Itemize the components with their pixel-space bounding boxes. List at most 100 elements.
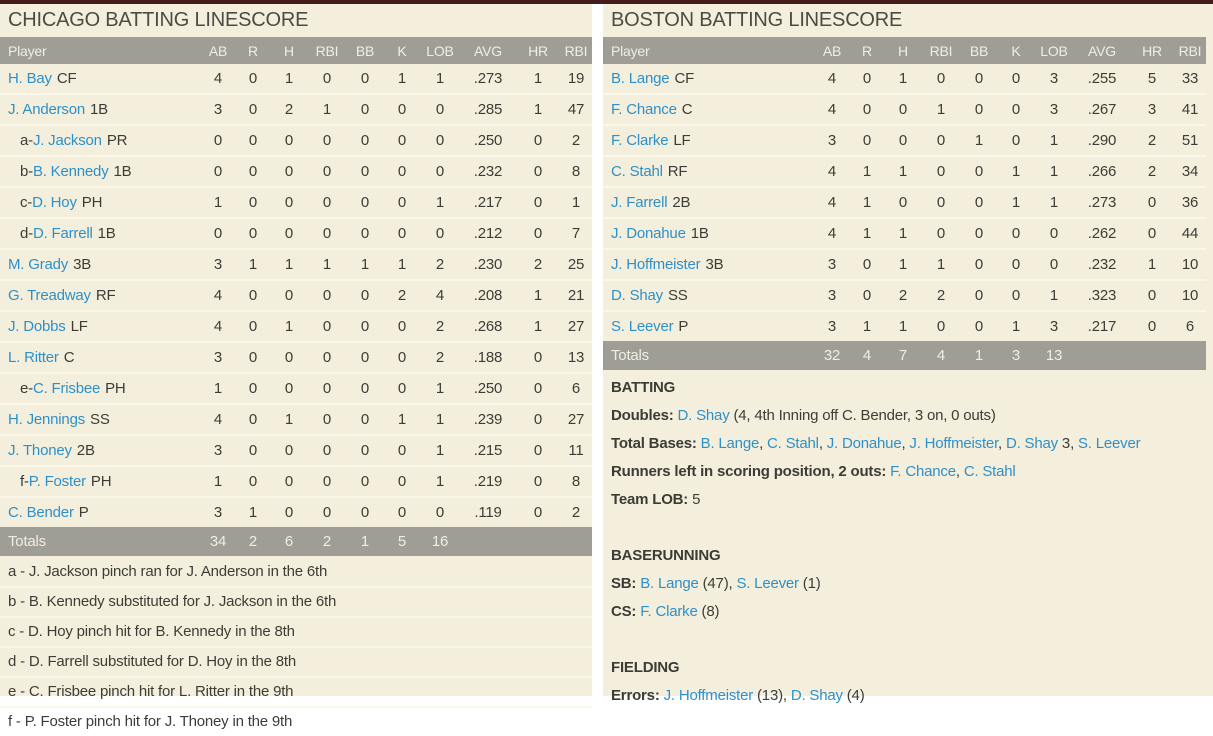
substitute-prefix: e- bbox=[20, 380, 33, 397]
stat-cell: 4 bbox=[814, 93, 850, 125]
stat-cell: 0 bbox=[960, 310, 998, 341]
player-link[interactable]: F. Clarke bbox=[640, 603, 698, 620]
player-link[interactable]: S. Leever bbox=[1078, 435, 1141, 452]
column-header: AVG bbox=[460, 37, 516, 64]
player-link[interactable]: M. Grady bbox=[8, 256, 69, 273]
column-header: R bbox=[236, 37, 270, 64]
player-link[interactable]: J. Dobbs bbox=[8, 318, 66, 335]
stat-cell: 1 bbox=[200, 465, 236, 497]
stat-cell: 0 bbox=[516, 341, 560, 373]
stat-cell: 0 bbox=[270, 217, 308, 249]
player-link[interactable]: D. Farrell bbox=[32, 225, 93, 242]
stat-cell: 1 bbox=[236, 496, 270, 527]
stat-cell: 0 bbox=[236, 403, 270, 435]
player-link[interactable]: C. Stahl bbox=[963, 463, 1016, 480]
player-link[interactable]: F. Chance bbox=[611, 101, 677, 118]
note-label: BATTING bbox=[611, 379, 676, 396]
player-link[interactable]: J. Donahue bbox=[826, 435, 902, 452]
column-header: RBI bbox=[308, 37, 346, 64]
totals-stat-cell: 4 bbox=[850, 341, 884, 370]
stat-cell: 1 bbox=[960, 124, 998, 156]
player-link[interactable]: B. Lange bbox=[611, 70, 670, 87]
stat-cell: 0 bbox=[346, 186, 384, 218]
player-link[interactable]: B. Kennedy bbox=[32, 163, 109, 180]
stat-cell: .250 bbox=[460, 124, 516, 156]
stat-cell: 0 bbox=[384, 310, 420, 342]
note-label: SB: bbox=[611, 575, 641, 592]
stat-cell: 1 bbox=[998, 310, 1034, 341]
player-link[interactable]: H. Bay bbox=[8, 70, 52, 87]
player-link[interactable]: G. Treadway bbox=[8, 287, 91, 304]
player-link[interactable]: C. Frisbee bbox=[32, 380, 101, 397]
stat-cell: 3 bbox=[814, 124, 850, 156]
boston-table-body: B. Lange CF 4 0 1 0 0 0 3.255 5 33 F. Chance C 4 0 0 1 0 0… bbox=[603, 64, 1206, 370]
note-line: FIELDING bbox=[611, 654, 1213, 682]
note-section: FIELDING Errors: J. Hoffmeister (13), D. … bbox=[611, 654, 1213, 710]
stat-cell: 3 bbox=[1034, 93, 1074, 125]
stat-cell: 2 bbox=[420, 310, 460, 342]
stat-cell: 0 bbox=[384, 217, 420, 249]
stat-cell: 3 bbox=[1049, 70, 1059, 87]
column-header: K bbox=[384, 37, 420, 64]
stat-cell: 1 bbox=[420, 403, 460, 435]
boston-table-header: Player AB R H RBI BB K LOB AVG HR RBI bbox=[603, 37, 1206, 64]
player-link[interactable]: P. Foster bbox=[28, 473, 86, 490]
player-link[interactable]: D. Shay bbox=[1005, 435, 1058, 452]
note-label: Total Bases: bbox=[611, 435, 701, 452]
note-text: , bbox=[759, 435, 768, 452]
stat-cell: .232 bbox=[460, 155, 516, 187]
stat-cell: 0 bbox=[516, 465, 560, 497]
player-row: L. Ritter C 3 0 0 0 0 0 2.188 0 13 bbox=[0, 341, 592, 373]
stat-cell: 33 bbox=[1181, 70, 1199, 87]
player-link[interactable]: C. Bender bbox=[8, 504, 74, 521]
player-link[interactable]: S. Leever bbox=[611, 318, 674, 335]
stat-cell: 0 bbox=[384, 93, 420, 125]
totals-stat-cell: 4 bbox=[922, 341, 960, 370]
stat-cell: 4 bbox=[827, 70, 837, 87]
player-link[interactable]: J. Farrell bbox=[611, 194, 668, 211]
player-link[interactable]: H. Jennings bbox=[8, 411, 86, 428]
stat-cell: 1 bbox=[270, 403, 308, 435]
substitution-footnotes: a - J. Jackson pinch ran for J. Anderson… bbox=[0, 556, 592, 736]
player-link[interactable]: C. Stahl bbox=[611, 163, 663, 180]
column-header: AB bbox=[814, 37, 850, 64]
player-position: C bbox=[681, 101, 693, 118]
player-link[interactable]: D. Shay bbox=[677, 407, 730, 424]
player-link[interactable]: S. Leever bbox=[736, 575, 799, 592]
player-link[interactable]: J. Hoffmeister bbox=[909, 435, 999, 452]
totals-stat-cell: 1 bbox=[960, 341, 998, 370]
stat-cell: 0 bbox=[236, 310, 270, 342]
player-position: 3B bbox=[73, 256, 92, 273]
stat-cell: 2 bbox=[270, 93, 308, 125]
stat-cell: .208 bbox=[460, 279, 516, 311]
stat-cell: 1 bbox=[884, 248, 922, 280]
player-link[interactable]: D. Hoy bbox=[32, 194, 77, 211]
player-link[interactable]: J. Hoffmeister bbox=[611, 256, 701, 273]
stat-cell: 1 bbox=[270, 310, 308, 342]
stat-cell: 0 bbox=[346, 279, 384, 311]
player-link[interactable]: J. Jackson bbox=[32, 132, 102, 149]
player-link[interactable]: D. Shay bbox=[611, 287, 663, 304]
stat-cell: 0 bbox=[922, 124, 960, 156]
player-link[interactable]: J. Donahue bbox=[611, 225, 686, 242]
player-link[interactable]: C. Stahl bbox=[767, 435, 819, 452]
stat-cell: 0 bbox=[270, 155, 308, 187]
player-link[interactable]: F. Clarke bbox=[611, 132, 669, 149]
player-row: H. Jennings SS 4 0 1 0 0 1 1.239 0 27 bbox=[0, 403, 592, 435]
player-link[interactable]: F. Chance bbox=[890, 463, 956, 480]
stat-cell: 1 bbox=[1034, 279, 1074, 311]
player-link[interactable]: B. Lange bbox=[700, 435, 760, 452]
note-text: , bbox=[998, 435, 1006, 452]
stat-cell: 1 bbox=[533, 70, 543, 87]
stat-cell: 0 bbox=[998, 124, 1034, 156]
player-cell: J. Thoney 2B bbox=[0, 434, 200, 466]
stat-cell: 3 bbox=[1130, 93, 1174, 125]
player-link[interactable]: J. Thoney bbox=[8, 442, 72, 459]
column-header: RBI bbox=[922, 37, 960, 64]
player-link[interactable]: L. Ritter bbox=[8, 349, 59, 366]
note-label: Team LOB: bbox=[611, 491, 693, 508]
player-link[interactable]: B. Lange bbox=[640, 575, 699, 592]
player-cell: c-D. Hoy PH bbox=[0, 186, 200, 218]
stat-cell: 0 bbox=[884, 93, 922, 125]
player-link[interactable]: J. Anderson bbox=[8, 101, 86, 118]
